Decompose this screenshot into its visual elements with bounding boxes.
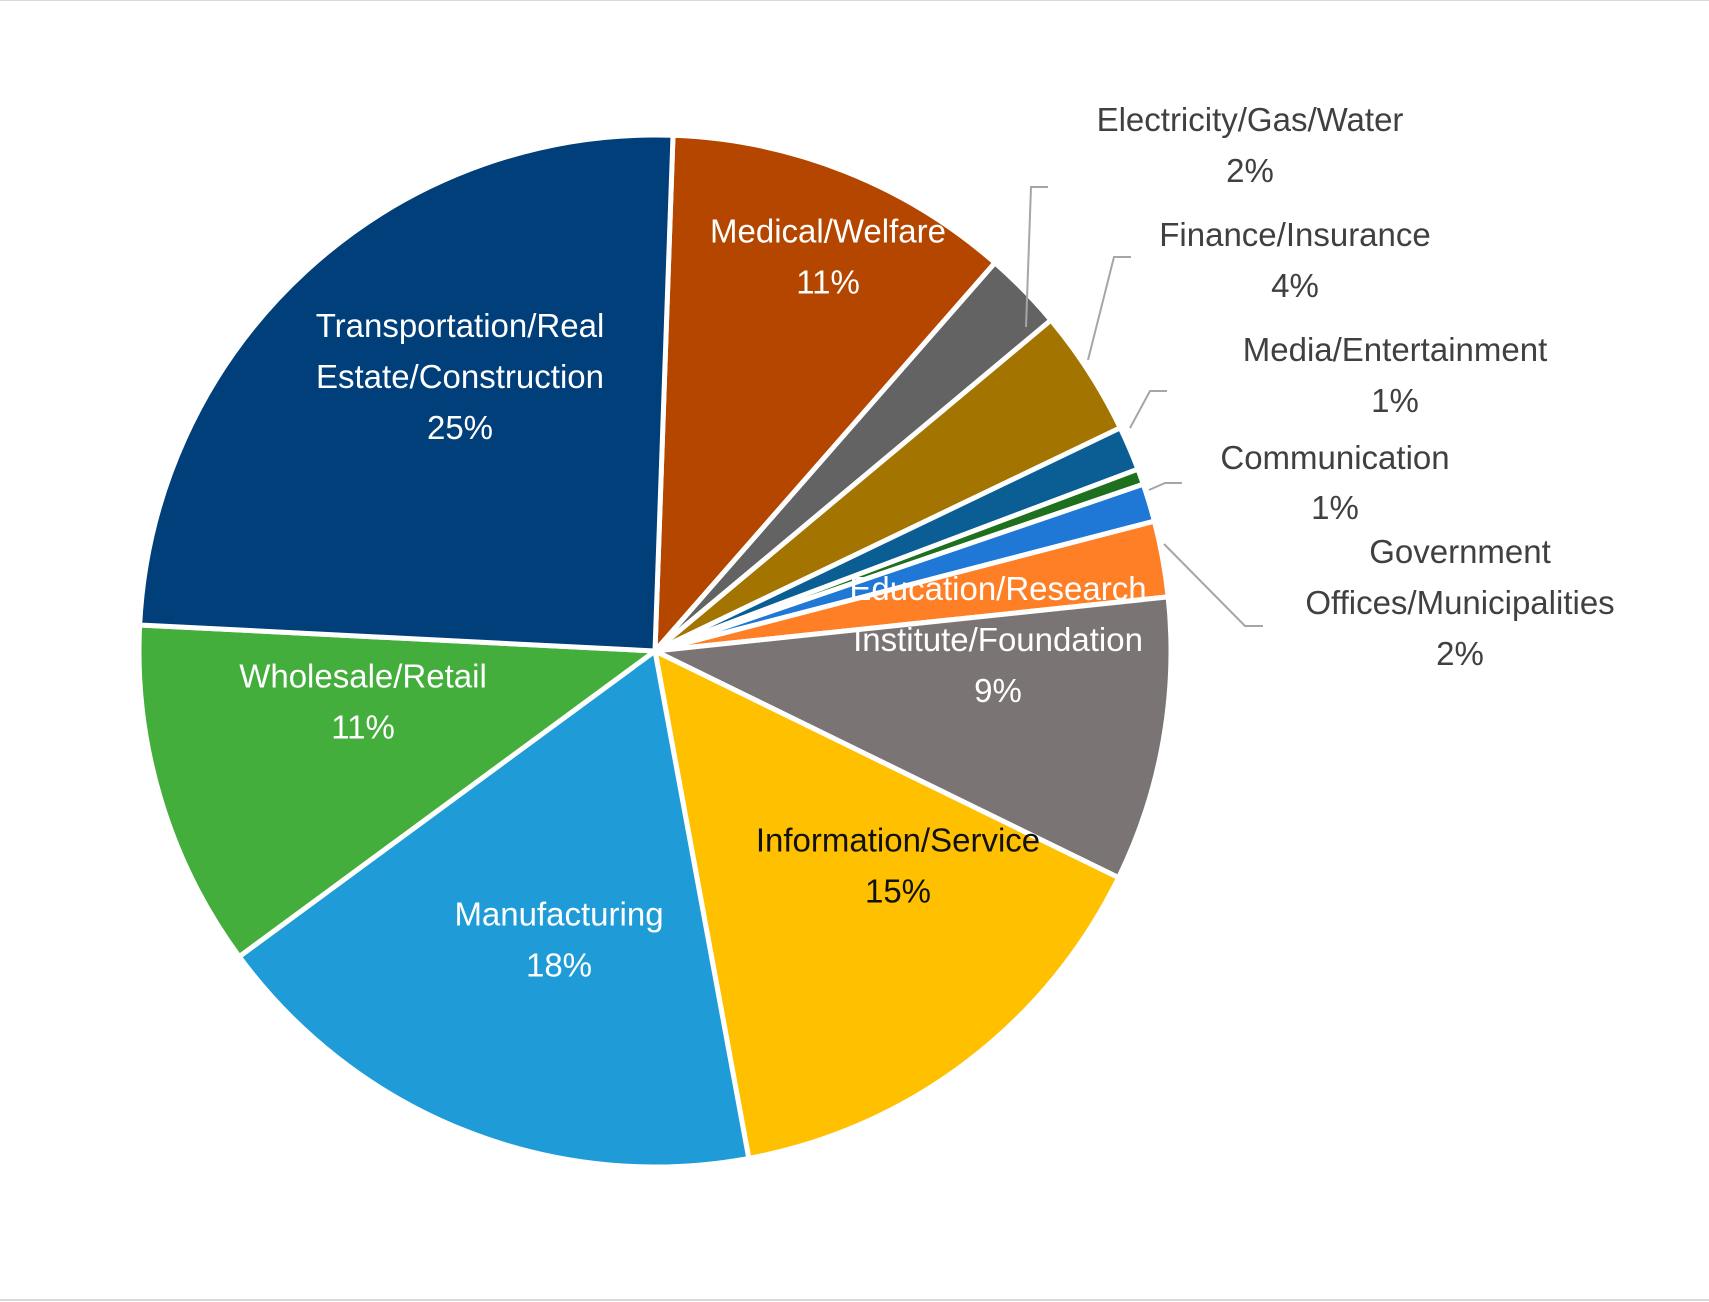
label-text: Wholesale/Retail <box>239 658 487 695</box>
label-percent: 1% <box>1311 489 1359 526</box>
data-label-education-research-institute-foundation: Education/Research Institute/Foundation 9% <box>849 570 1146 709</box>
data-label-manufacturing: Manufacturing 18% <box>454 896 663 984</box>
pie-slice-information-service <box>652 648 1122 1161</box>
leader-line <box>1148 482 1182 491</box>
label-text: Offices/Municipalities <box>1305 584 1614 621</box>
pie-slice-transportation-real-estate-construction <box>137 132 676 654</box>
label-text: Finance/Insurance <box>1159 216 1431 253</box>
label-percent: 4% <box>1271 267 1319 304</box>
data-label-transportation-real-estate-construction: Transportation/Real Estate/Construction 25… <box>316 307 605 446</box>
leader-line <box>1129 390 1167 429</box>
data-label-electricity-gas-water: Electricity/Gas/Water 2% <box>1097 101 1404 189</box>
label-percent: 2% <box>1226 152 1274 189</box>
label-text: Transportation/Real <box>316 307 605 344</box>
label-text: Institute/Foundation <box>853 621 1143 658</box>
data-label-finance-insurance: Finance/Insurance 4% <box>1159 216 1431 304</box>
leader-line <box>1025 186 1048 328</box>
data-label-media-entertainment: Media/Entertainment 1% <box>1243 331 1548 419</box>
data-label-unlabeled-5: 1% <box>1311 489 1359 526</box>
pie-slice-medical-welfare <box>652 132 998 654</box>
label-text: Manufacturing <box>454 896 663 933</box>
data-label-government-offices-municipalities: Government Offices/Municipalities 2% <box>1305 533 1614 672</box>
label-percent: 25% <box>427 409 493 446</box>
label-text: Information/Service <box>756 822 1040 859</box>
leader-line <box>1163 543 1263 627</box>
pie-slices <box>136 132 1174 1170</box>
data-labels: Medical/Welfare 11% Electricity/Gas/Water 2… <box>239 101 1614 984</box>
data-label-information-service: Information/Service 15% <box>756 822 1040 910</box>
pie-slice-wholesale-retail <box>136 622 658 960</box>
label-percent: 15% <box>865 873 931 910</box>
label-text: Electricity/Gas/Water <box>1097 101 1404 138</box>
leader-lines <box>1025 186 1263 627</box>
label-text: Media/Entertainment <box>1243 331 1548 368</box>
leader-line <box>1087 256 1131 361</box>
data-label-wholesale-retail: Wholesale/Retail 11% <box>239 658 487 746</box>
label-text: Estate/Construction <box>316 358 604 395</box>
label-text: Government <box>1369 533 1551 570</box>
label-text: Education/Research <box>849 570 1146 607</box>
label-percent: 9% <box>974 672 1022 709</box>
label-percent: 11% <box>796 264 860 301</box>
label-text: Medical/Welfare <box>710 213 946 250</box>
pie-slice-education-research-institute-foundation <box>652 594 1174 881</box>
label-percent: 2% <box>1436 635 1484 672</box>
label-percent: 1% <box>1371 382 1419 419</box>
label-percent: 18% <box>526 947 592 984</box>
data-label-communication: Communication <box>1220 439 1449 476</box>
pie-slice-manufacturing <box>236 648 752 1170</box>
data-label-medical-welfare: Medical/Welfare 11% <box>710 213 946 301</box>
label-percent: 11% <box>331 709 395 746</box>
label-text: Communication <box>1220 439 1449 476</box>
